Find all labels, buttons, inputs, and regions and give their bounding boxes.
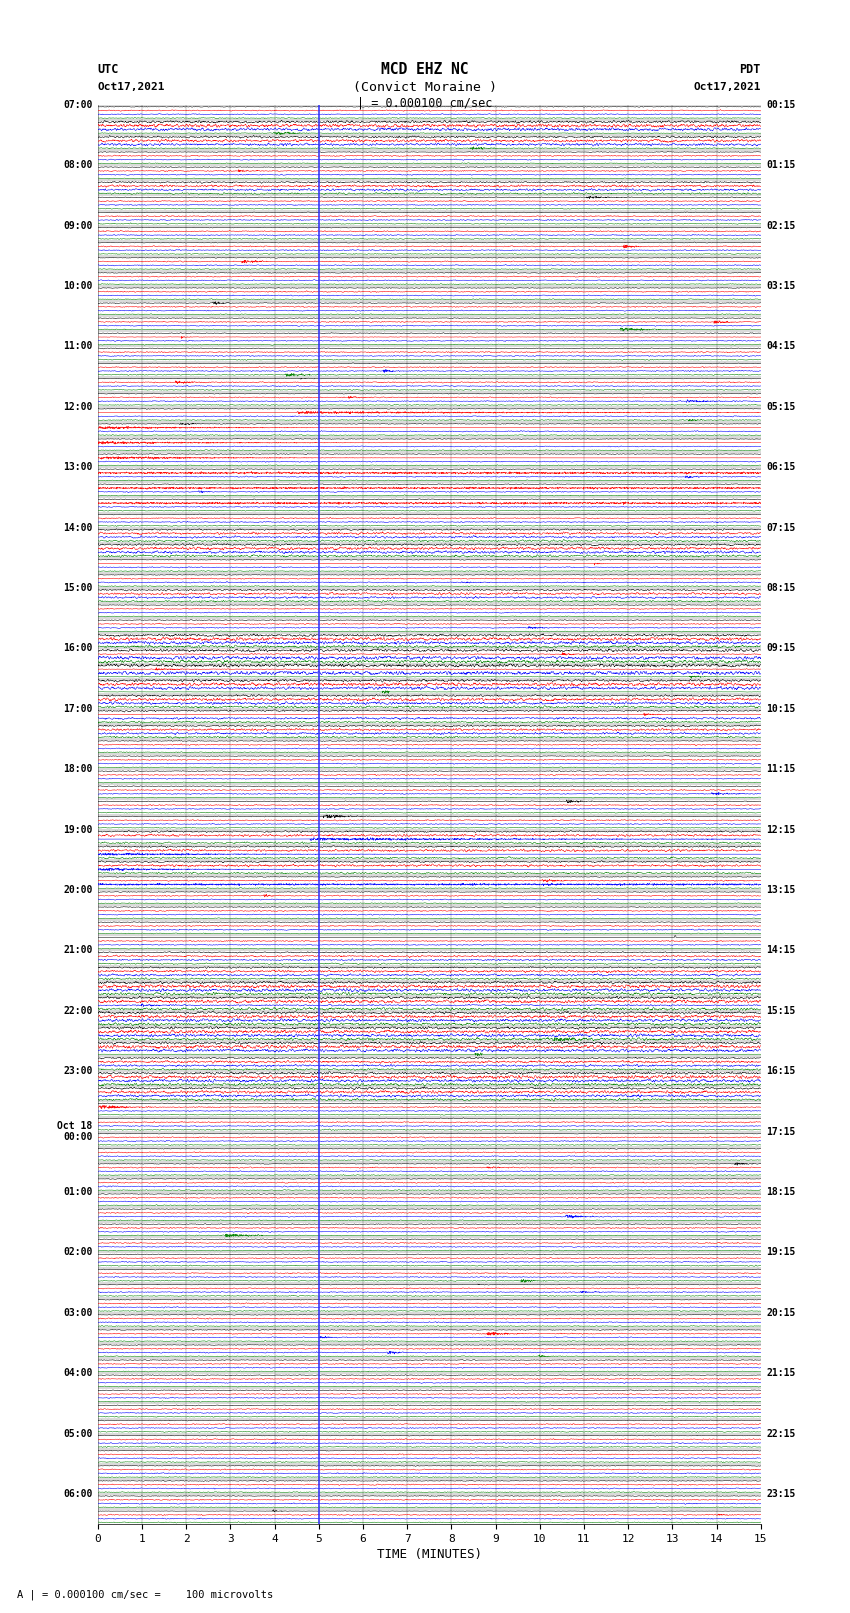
Text: 07:00: 07:00: [63, 100, 93, 110]
Text: 16:00: 16:00: [63, 644, 93, 653]
Text: 04:15: 04:15: [766, 342, 796, 352]
Text: Oct 18
00:00: Oct 18 00:00: [57, 1121, 93, 1142]
Text: 09:15: 09:15: [766, 644, 796, 653]
Text: 07:15: 07:15: [766, 523, 796, 532]
Text: 03:15: 03:15: [766, 281, 796, 290]
Text: 20:15: 20:15: [766, 1308, 796, 1318]
Text: A | = 0.000100 cm/sec =    100 microvolts: A | = 0.000100 cm/sec = 100 microvolts: [17, 1589, 273, 1600]
Text: UTC: UTC: [98, 63, 119, 76]
Text: 19:00: 19:00: [63, 824, 93, 834]
Text: | = 0.000100 cm/sec: | = 0.000100 cm/sec: [357, 97, 493, 110]
Text: 14:15: 14:15: [766, 945, 796, 955]
Text: Oct17,2021: Oct17,2021: [694, 82, 761, 92]
Text: 08:15: 08:15: [766, 582, 796, 594]
Text: 15:00: 15:00: [63, 582, 93, 594]
X-axis label: TIME (MINUTES): TIME (MINUTES): [377, 1548, 482, 1561]
Text: 21:00: 21:00: [63, 945, 93, 955]
Text: 12:00: 12:00: [63, 402, 93, 411]
Text: 05:15: 05:15: [766, 402, 796, 411]
Text: 11:00: 11:00: [63, 342, 93, 352]
Text: PDT: PDT: [740, 63, 761, 76]
Text: MCD EHZ NC: MCD EHZ NC: [382, 63, 468, 77]
Text: 04:00: 04:00: [63, 1368, 93, 1378]
Text: 16:15: 16:15: [766, 1066, 796, 1076]
Text: 11:15: 11:15: [766, 765, 796, 774]
Text: 01:00: 01:00: [63, 1187, 93, 1197]
Text: 17:00: 17:00: [63, 703, 93, 715]
Text: 15:15: 15:15: [766, 1007, 796, 1016]
Text: 13:15: 13:15: [766, 886, 796, 895]
Text: 18:00: 18:00: [63, 765, 93, 774]
Text: 19:15: 19:15: [766, 1247, 796, 1258]
Text: 14:00: 14:00: [63, 523, 93, 532]
Text: 02:15: 02:15: [766, 221, 796, 231]
Text: 05:00: 05:00: [63, 1429, 93, 1439]
Text: 01:15: 01:15: [766, 160, 796, 171]
Text: 02:00: 02:00: [63, 1247, 93, 1258]
Text: Oct17,2021: Oct17,2021: [98, 82, 165, 92]
Text: 13:00: 13:00: [63, 463, 93, 473]
Text: 23:15: 23:15: [766, 1489, 796, 1498]
Text: 10:00: 10:00: [63, 281, 93, 290]
Text: 00:15: 00:15: [766, 100, 796, 110]
Text: 20:00: 20:00: [63, 886, 93, 895]
Text: 10:15: 10:15: [766, 703, 796, 715]
Text: 06:15: 06:15: [766, 463, 796, 473]
Text: 06:00: 06:00: [63, 1489, 93, 1498]
Text: 23:00: 23:00: [63, 1066, 93, 1076]
Text: 12:15: 12:15: [766, 824, 796, 834]
Text: 21:15: 21:15: [766, 1368, 796, 1378]
Text: 22:00: 22:00: [63, 1007, 93, 1016]
Text: 08:00: 08:00: [63, 160, 93, 171]
Text: 03:00: 03:00: [63, 1308, 93, 1318]
Text: 22:15: 22:15: [766, 1429, 796, 1439]
Text: (Convict Moraine ): (Convict Moraine ): [353, 81, 497, 94]
Text: 09:00: 09:00: [63, 221, 93, 231]
Text: 17:15: 17:15: [766, 1126, 796, 1137]
Text: 18:15: 18:15: [766, 1187, 796, 1197]
